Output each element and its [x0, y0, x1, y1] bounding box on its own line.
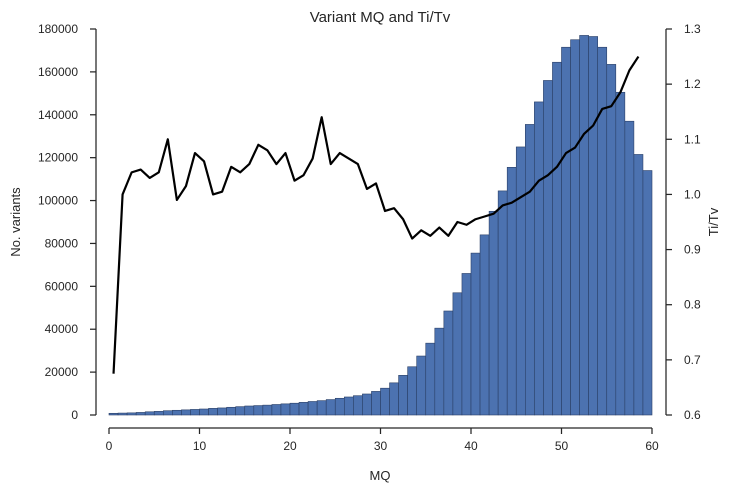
histogram-bar	[298, 402, 309, 416]
histogram-bar	[579, 35, 589, 416]
x-tick-label: 20	[283, 439, 297, 453]
chart-title: Variant MQ and Ti/Tv	[310, 9, 451, 26]
histogram-bar	[479, 234, 490, 416]
y-right-tick-label: 0.7	[684, 353, 701, 367]
histogram-bar	[181, 409, 191, 416]
histogram-bar	[289, 402, 300, 416]
histogram-bar	[570, 39, 580, 416]
histogram-bar	[452, 292, 463, 416]
histogram-bar	[208, 408, 218, 416]
histogram-bar	[534, 101, 544, 416]
histogram-bar	[416, 355, 427, 416]
y-right-tick-label: 1.2	[684, 77, 701, 91]
histogram-bar	[316, 400, 327, 416]
histogram-bar	[280, 403, 291, 416]
histogram-bar	[543, 80, 553, 416]
y-left-tick-label: 20000	[45, 365, 79, 379]
histogram-bar	[271, 404, 282, 416]
histogram-bar	[389, 382, 399, 416]
histogram-bar	[307, 401, 318, 416]
y-axis-right-label: Ti/Tv	[706, 207, 721, 236]
y-left-tick-label: 60000	[45, 279, 79, 293]
histogram-bar	[515, 146, 526, 416]
histogram-bar	[343, 396, 354, 416]
histogram-bar	[217, 407, 227, 416]
histogram-bar	[353, 395, 363, 416]
histogram-bar	[488, 210, 499, 416]
y-axis-left: 0 20000 40000 60000 80000 100000 120000 140000 1…	[38, 22, 97, 422]
histogram-bar	[108, 412, 119, 416]
y-right-tick-label: 0.6	[684, 408, 701, 422]
y-left-tick-label: 140000	[38, 108, 78, 122]
y-right-tick-label: 1.3	[684, 22, 701, 36]
histogram-bar	[235, 406, 246, 416]
x-tick-label: 40	[464, 439, 478, 453]
histogram-bar	[190, 409, 200, 416]
histogram-bar	[615, 91, 626, 416]
y-left-tick-label: 120000	[38, 151, 78, 165]
y-left-tick-label: 80000	[45, 236, 79, 250]
histogram-bar	[380, 387, 390, 416]
histogram-bar	[443, 310, 454, 416]
histogram-bar	[334, 397, 345, 416]
histogram-bar	[362, 393, 372, 416]
histogram-bar	[524, 124, 535, 416]
x-axis: 0 10 20 30 40 50 60	[106, 427, 659, 453]
histogram-bar	[172, 409, 182, 416]
y-left-tick-label: 180000	[38, 22, 78, 36]
histogram-bar	[371, 391, 381, 416]
y-right-tick-label: 0.8	[684, 298, 701, 312]
histogram-bar	[244, 405, 255, 416]
histogram-bar	[425, 342, 436, 416]
histogram-bar	[606, 64, 617, 416]
x-tick-label: 50	[555, 439, 569, 453]
histogram-bar	[226, 406, 236, 416]
histogram-bar	[199, 408, 209, 416]
histogram-bar	[497, 190, 508, 416]
histogram-bar	[163, 410, 173, 416]
y-left-tick-label: 0	[71, 408, 78, 422]
x-tick-label: 30	[374, 439, 388, 453]
histogram-bar	[407, 366, 417, 416]
histogram-bar	[126, 412, 137, 416]
histogram-bar	[117, 412, 128, 416]
histogram-bar	[253, 405, 264, 416]
y-axis-right: 0.6 0.7 0.8 0.9 1.0 1.1 1.2 1.3	[665, 22, 701, 422]
histogram-bars	[108, 35, 653, 416]
histogram-bar	[398, 375, 408, 416]
titv-line	[112, 55, 640, 374]
histogram-bar	[153, 411, 164, 416]
x-tick-label: 60	[645, 439, 659, 453]
histogram-bar	[552, 61, 562, 416]
x-tick-label: 10	[193, 439, 207, 453]
histogram-bar	[642, 170, 653, 416]
histogram-bar	[135, 412, 146, 416]
histogram-bar	[597, 46, 608, 416]
histogram-bar	[461, 273, 472, 416]
y-left-tick-label: 100000	[38, 194, 78, 208]
y-right-tick-label: 0.9	[684, 243, 701, 257]
histogram-bar	[588, 36, 599, 416]
x-tick-label: 0	[106, 439, 113, 453]
y-right-tick-label: 1.1	[684, 132, 701, 146]
y-right-tick-label: 1.0	[684, 187, 701, 201]
histogram-bar	[144, 411, 155, 416]
y-left-tick-label: 40000	[45, 322, 79, 336]
titv-line-layer	[112, 55, 640, 374]
histogram-bar	[434, 327, 445, 416]
histogram-bar	[633, 154, 644, 416]
y-left-tick-label: 160000	[38, 65, 78, 79]
histogram-bar	[262, 404, 273, 416]
y-axis-left-label: No. variants	[8, 187, 23, 257]
histogram-bar	[624, 120, 635, 416]
histogram-bar	[561, 46, 571, 416]
histogram-bar	[325, 399, 336, 416]
x-axis-label: MQ	[370, 468, 391, 483]
histogram-bar	[470, 252, 481, 416]
